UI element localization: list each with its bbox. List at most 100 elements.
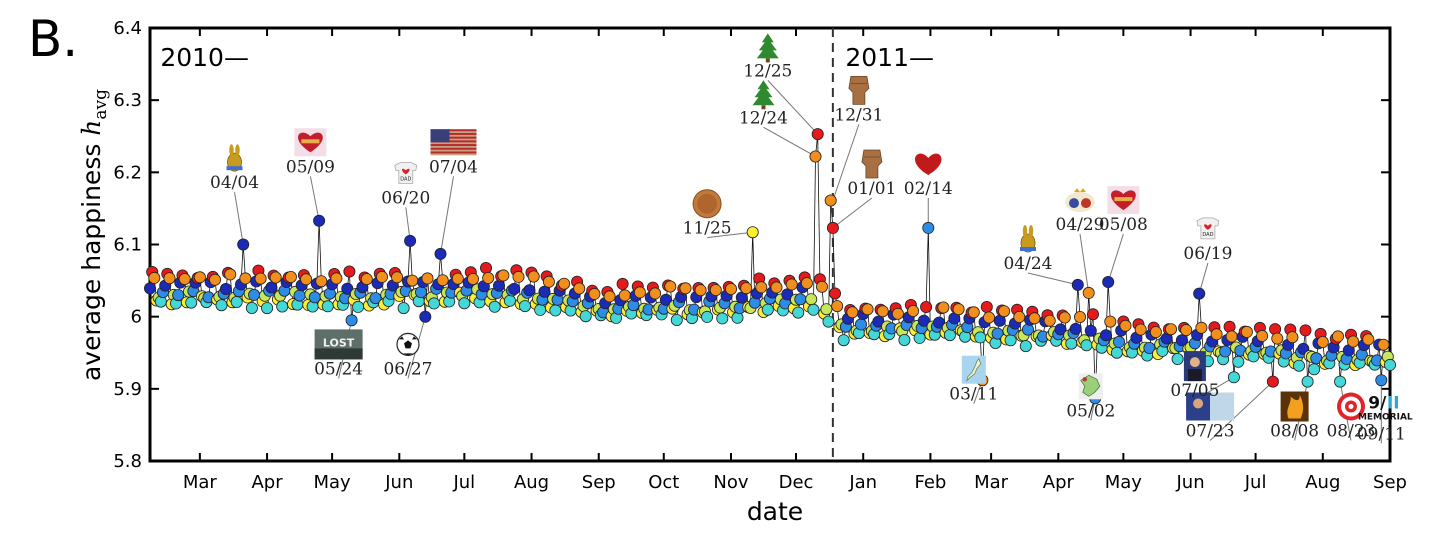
royal-crest-icon [1065, 188, 1095, 213]
flag-stripe [430, 147, 477, 150]
data-point [261, 302, 274, 315]
data-point [1301, 375, 1314, 388]
x-tick-label: May [313, 472, 351, 493]
annotation-label: 07/04 [429, 157, 478, 177]
heart-mom-icon [294, 128, 327, 157]
champagne-cork-icon [848, 76, 870, 105]
data-point [659, 293, 672, 306]
data-point [193, 271, 206, 284]
data-point [807, 303, 820, 316]
data-point [1080, 339, 1093, 352]
data-point [725, 282, 738, 295]
data-point [1087, 308, 1100, 321]
annotation-label: 07/05 [1170, 381, 1219, 401]
data-point [1104, 315, 1117, 328]
flag-stripe [430, 129, 477, 132]
x-tick-label: Jul [1244, 472, 1267, 493]
data-point [341, 282, 354, 295]
ball-pentagon [404, 340, 412, 349]
data-point [315, 275, 328, 288]
tree-shape [756, 33, 779, 59]
target-ring [1348, 404, 1354, 409]
data-point [829, 287, 842, 300]
data-point [1084, 324, 1097, 337]
annotation-labels: 04/04 05/09 06/20 07/04 05/24 06/27 11/25 12/25… [210, 61, 1406, 444]
data-point [558, 277, 571, 290]
data-point [293, 289, 306, 302]
shirt-heart [402, 168, 410, 175]
data-point [1316, 335, 1329, 348]
portrait-suit [1187, 369, 1202, 382]
x-tick-label: Jun [384, 472, 413, 493]
annotation-label: 05/09 [286, 157, 335, 177]
singer-face [1193, 398, 1204, 409]
annotation-leader [439, 176, 454, 254]
x-tick-label: Oct [648, 472, 679, 493]
y-tick-label: 6.4 [113, 18, 142, 39]
data-point [785, 278, 798, 291]
portrait-face [1189, 357, 1200, 368]
dad-shirt-icon: DAD [1196, 217, 1220, 240]
data-point [933, 316, 946, 329]
data-point [503, 294, 516, 307]
y-axis-ticks: 5.8 5.9 6 6.1 6.2 6.3 6.4 [113, 18, 1390, 472]
data-point [313, 214, 326, 227]
ball-patches [399, 336, 417, 356]
data-point [245, 301, 258, 314]
data-point [1110, 346, 1123, 359]
annotation-label: 08/23 [1326, 421, 1375, 441]
data-point [300, 273, 313, 286]
x-axis-ticks: Mar Apr May Jun Jul Aug Sep Oct Nov Dec Jan Feb Mar A… [183, 28, 1407, 493]
annotation-label: 01/01 [847, 179, 896, 199]
data-point [967, 306, 980, 319]
panel-label: B. [28, 10, 78, 68]
data-point [811, 128, 824, 141]
annotation-label: 12/25 [743, 61, 792, 81]
data-point [185, 296, 198, 309]
annotation-leader [767, 80, 819, 135]
pakistan-map-icon [1078, 373, 1103, 400]
data-point [523, 284, 536, 297]
data-point [178, 273, 191, 286]
annotation-leader [234, 192, 244, 245]
flag-stripe [430, 133, 477, 135]
y-tick-label: 6 [131, 307, 142, 328]
data-point [913, 331, 926, 344]
data-point [1384, 358, 1397, 371]
shirt-text: DAD [1202, 232, 1213, 238]
data-point [998, 305, 1011, 318]
x-tick-label: Sep [1373, 472, 1407, 493]
data-point [219, 282, 232, 295]
data-point [375, 270, 388, 283]
data-point [1028, 312, 1041, 325]
data-point [265, 281, 278, 294]
data-point [1266, 375, 1279, 388]
x-tick-label: Jun [1175, 472, 1204, 493]
annotation-label: 12/24 [739, 108, 788, 128]
data-point [831, 300, 844, 313]
data-point [406, 274, 419, 287]
data-point [701, 310, 714, 323]
soccer-ball-icon [396, 332, 420, 356]
data-point [330, 272, 343, 285]
data-point [482, 271, 495, 284]
annotation-leader [707, 231, 753, 239]
data-point [230, 295, 243, 308]
data-point [980, 300, 993, 313]
data-point [846, 306, 859, 319]
bunny-ribbon [1020, 247, 1036, 251]
annotation-leader [309, 176, 320, 221]
annotation-label: 04/04 [210, 173, 259, 193]
data-point [208, 273, 221, 286]
x-tick-label: Aug [1305, 472, 1340, 493]
data-point [538, 285, 551, 298]
data-point [891, 307, 904, 320]
data-point [1227, 371, 1240, 384]
annotation-label: 04/24 [1003, 254, 1052, 274]
data-point [664, 280, 677, 293]
x-tick-label: May [1105, 472, 1143, 493]
data-point [321, 300, 334, 313]
data-point [1256, 329, 1269, 342]
